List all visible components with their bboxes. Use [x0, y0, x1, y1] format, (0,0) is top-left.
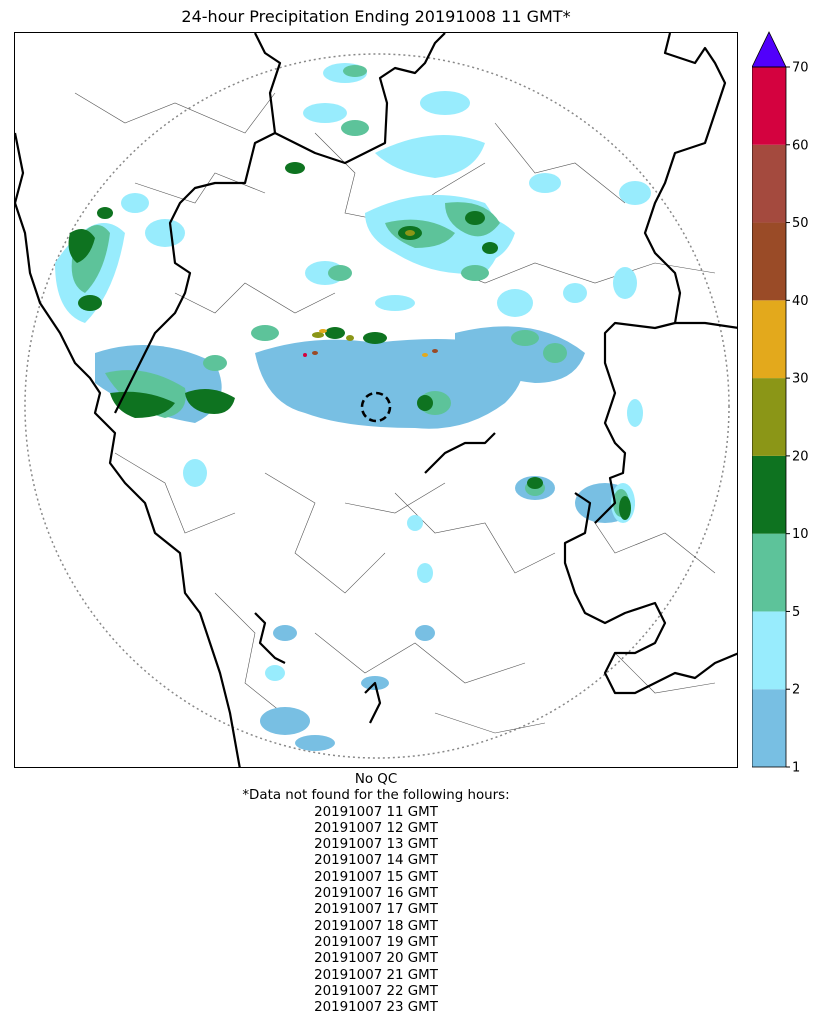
- precip-60-plus: [303, 353, 307, 357]
- colorbar-extend-arrow: [752, 31, 787, 68]
- colorbar-segment: [752, 300, 786, 379]
- precip-20-plus: [312, 230, 415, 341]
- colorbar-segment: [752, 611, 786, 690]
- map-footer: No QC *Data not found for the following …: [0, 772, 752, 1016]
- missing-hour-item: 20191007 21 GMT: [314, 967, 438, 983]
- map-canvas: [15, 33, 737, 767]
- colorbar-segment: [752, 67, 786, 145]
- colorbar-segment: [752, 144, 786, 223]
- precipitation-map: [14, 32, 738, 768]
- colorbar-tick-label: 40: [792, 294, 809, 309]
- colorbar-tick-label: 60: [792, 138, 809, 153]
- colorbar-segment: [752, 378, 786, 456]
- missing-hour-item: 20191007 15 GMT: [314, 869, 438, 885]
- missing-hour-item: 20191007 17 GMT: [314, 902, 438, 918]
- missing-hour-item: 20191007 13 GMT: [314, 837, 438, 853]
- missing-hour-item: 20191007 22 GMT: [314, 983, 438, 999]
- missing-hour-item: 20191007 20 GMT: [314, 951, 438, 967]
- precip-30-plus: [319, 329, 428, 357]
- radar-site-marker: [360, 391, 392, 423]
- precip-50-plus: [312, 349, 438, 355]
- colorbar-segment: [752, 222, 786, 301]
- colorbar-tick-label: 5: [792, 605, 800, 620]
- missing-hour-item: 20191007 18 GMT: [314, 918, 438, 934]
- colorbar-tick-label: 70: [792, 61, 809, 76]
- map-title: 24-hour Precipitation Ending 20191008 11…: [181, 7, 571, 26]
- colorbar-tick-label: 20: [792, 449, 809, 464]
- colorbar-segment: [752, 455, 786, 534]
- colorbar-tick-label: 10: [792, 527, 809, 542]
- colorbar-segment: [752, 689, 786, 767]
- colorbar-tick-label: 30: [792, 372, 809, 387]
- colorbar-tick-label: 1: [792, 761, 800, 776]
- colorbar-tick-label: 2: [792, 683, 800, 698]
- colorbar-segments: [752, 67, 786, 767]
- missing-hour-item: 20191007 12 GMT: [314, 820, 438, 836]
- missing-hour-item: 20191007 14 GMT: [314, 853, 438, 869]
- missing-data-header: *Data not found for the following hours:: [242, 788, 510, 804]
- colorbar-outline: [752, 66, 787, 768]
- colorbar-ticks: 1 2 5 10 20 30 40 50 60 70: [786, 61, 809, 776]
- colorbar: 1 2 5 10 20 30 40 50 60 70: [752, 31, 809, 776]
- colorbar-tick-label: 50: [792, 216, 809, 231]
- missing-hour-item: 20191007 11 GMT: [314, 804, 438, 820]
- qc-note: No QC: [354, 772, 398, 787]
- precip-5-10: [71, 65, 629, 517]
- missing-hour-item: 20191007 16 GMT: [314, 886, 438, 902]
- missing-hour-item: 20191007 19 GMT: [314, 934, 438, 950]
- precip-10-20: [68, 162, 631, 520]
- radar-range-ring: [24, 53, 730, 759]
- state-boundaries: [15, 33, 737, 767]
- colorbar-segment: [752, 533, 786, 612]
- missing-hours-list: 20191007 11 GMT 20191007 12 GMT 20191007 1…: [0, 805, 752, 1017]
- district-boundaries: [74, 92, 716, 734]
- missing-hour-item: 20191007 23 GMT: [314, 1000, 438, 1016]
